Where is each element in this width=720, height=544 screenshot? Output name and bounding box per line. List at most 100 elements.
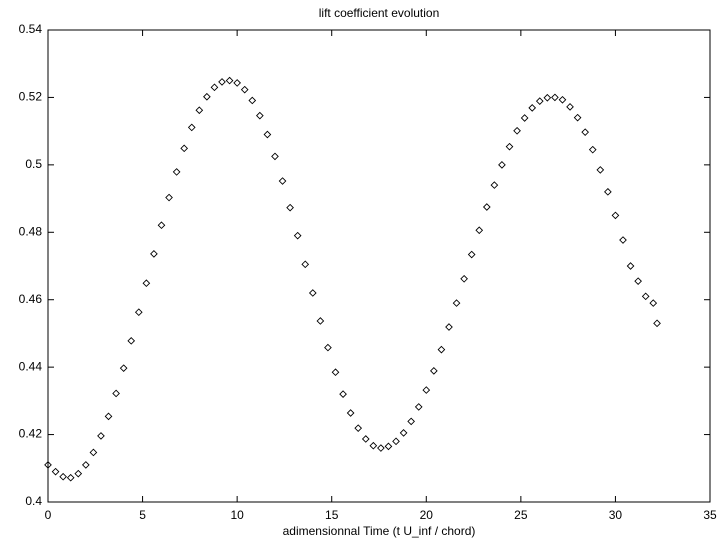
x-tick-label: 25 [514, 508, 528, 522]
data-point [339, 390, 347, 398]
x-tick-label: 20 [420, 508, 434, 522]
data-point [377, 444, 385, 452]
data-point [316, 317, 325, 325]
data-point [112, 389, 120, 398]
chart-title: lift coefficient evolution [319, 6, 440, 20]
data-point [490, 181, 499, 189]
data-point [248, 96, 257, 105]
data-point [346, 409, 355, 417]
data-point [44, 461, 52, 469]
data-point [286, 203, 294, 212]
x-tick-label: 15 [325, 508, 339, 522]
data-point [604, 187, 612, 196]
data-point [66, 473, 75, 482]
y-tick-label: 0.5 [25, 157, 42, 171]
data-point [104, 412, 113, 421]
data-point [97, 432, 105, 440]
data-point [89, 448, 98, 457]
y-tick-label: 0.48 [19, 224, 43, 238]
data-point [51, 467, 60, 476]
plot-frame [47, 29, 711, 503]
x-tick-label: 5 [139, 508, 146, 522]
data-point [414, 403, 423, 411]
data-point [301, 260, 310, 269]
data-point [475, 226, 484, 235]
data-point [180, 144, 189, 153]
y-tick-label: 0.54 [19, 22, 43, 36]
data-point [467, 250, 476, 259]
data-point [498, 161, 506, 169]
y-tick-label: 0.44 [19, 359, 43, 373]
data-point [588, 145, 597, 154]
data-point [308, 289, 317, 297]
data-point [445, 323, 453, 331]
data-point [543, 93, 552, 102]
x-tick-label: 35 [703, 508, 717, 522]
data-point [566, 103, 574, 111]
x-tick-label: 30 [609, 508, 623, 522]
data-point [263, 130, 272, 139]
data-point [392, 437, 400, 446]
data-point [437, 345, 446, 354]
data-point [520, 114, 529, 122]
y-tick-label: 0.52 [19, 90, 43, 104]
data-point [59, 472, 67, 481]
y-tick-label: 0.42 [19, 427, 43, 441]
data-point [210, 83, 219, 92]
data-point [422, 386, 431, 394]
data-point [127, 337, 136, 345]
data-point [172, 168, 181, 176]
y-tick-label: 0.46 [19, 292, 43, 306]
y-tick-label: 0.4 [25, 494, 42, 508]
data-point [634, 277, 642, 286]
data-point [165, 193, 173, 202]
data-point [240, 85, 249, 94]
data-point [482, 203, 491, 211]
data-point [361, 435, 370, 443]
data-point [74, 469, 83, 478]
data-point [187, 123, 196, 132]
data-point [324, 343, 332, 352]
data-point [551, 93, 559, 102]
data-point [369, 441, 378, 450]
x-tick-label: 10 [230, 508, 244, 522]
x-axis-label: adimensionnal Time (t U_inf / chord) [283, 524, 476, 538]
data-point [271, 152, 279, 161]
data-point [195, 106, 204, 115]
data-point [81, 461, 90, 469]
data-point [278, 177, 287, 185]
data-point [233, 79, 241, 87]
data-point [596, 166, 605, 174]
data-point [619, 236, 627, 244]
data-point [505, 142, 514, 151]
data-point [157, 221, 166, 230]
data-point [331, 368, 340, 377]
data-point [581, 128, 590, 136]
data-point [293, 231, 302, 240]
data-point [558, 95, 567, 104]
data-point [119, 364, 128, 372]
data-point [225, 76, 234, 85]
data-point [142, 279, 151, 288]
data-point [407, 417, 415, 426]
data-point [513, 126, 521, 135]
data-point [384, 442, 393, 451]
data-point [649, 299, 658, 307]
data-point [528, 104, 537, 112]
data-point [134, 308, 143, 317]
data-point [626, 262, 635, 270]
data-point [150, 250, 158, 258]
data-point [611, 211, 620, 220]
data-point [653, 319, 661, 328]
data-point [354, 424, 363, 433]
data-point [641, 292, 650, 301]
data-point [203, 92, 211, 101]
data-point [452, 299, 461, 307]
data-point [460, 274, 468, 283]
data-point [535, 97, 544, 105]
data-point [430, 367, 438, 375]
data-point [399, 429, 408, 437]
data-point [573, 113, 582, 122]
